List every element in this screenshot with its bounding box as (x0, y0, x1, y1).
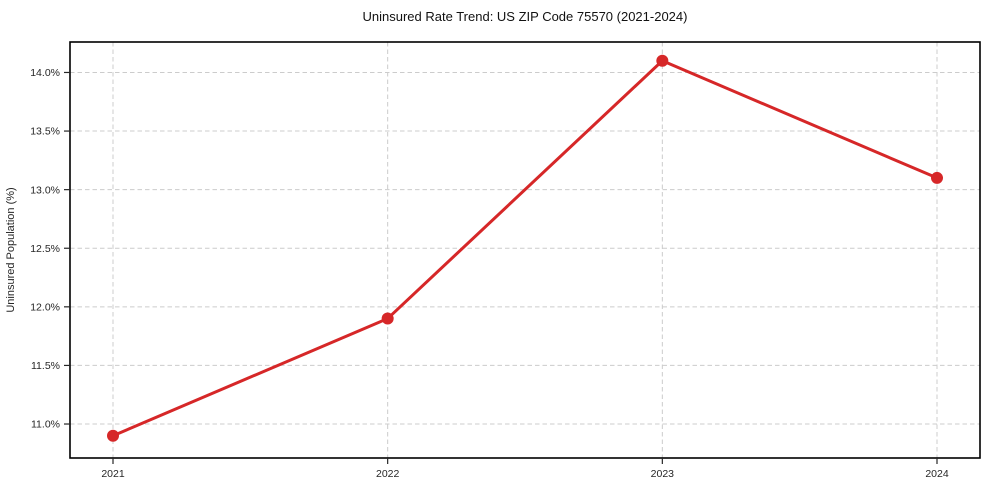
data-point-2023 (656, 54, 669, 67)
y-axis-title: Uninsured Population (%) (5, 187, 17, 312)
y-tick-label: 13.5% (30, 126, 60, 138)
x-tick-label: 2022 (376, 468, 400, 480)
y-tick-label: 14.0% (30, 67, 60, 79)
x-tick-label: 2024 (925, 468, 949, 480)
series-layer (107, 54, 943, 442)
grid-layer (70, 42, 980, 458)
y-tick-label: 12.0% (30, 301, 60, 313)
plot-border (69, 41, 981, 459)
y-tick-label: 11.5% (31, 360, 60, 372)
x-tick-label: 2023 (651, 468, 675, 480)
data-point-2022 (381, 312, 394, 325)
data-point-2021 (107, 429, 119, 442)
data-point-2024 (931, 171, 943, 184)
x-tick-label: 2021 (101, 468, 125, 480)
y-tick-label: 13.0% (30, 184, 60, 196)
y-tick-label: 12.5% (30, 243, 60, 255)
trend-line (111, 59, 939, 438)
y-tick-label: 11.0% (31, 419, 60, 431)
tick-layer: 11.0% 11.5% 12.0% 12.5% 13.0% 13.5% 14.0% 2021 2… (30, 67, 949, 480)
chart-title: Uninsured Rate Trend: US ZIP Code 75570 … (363, 9, 688, 24)
